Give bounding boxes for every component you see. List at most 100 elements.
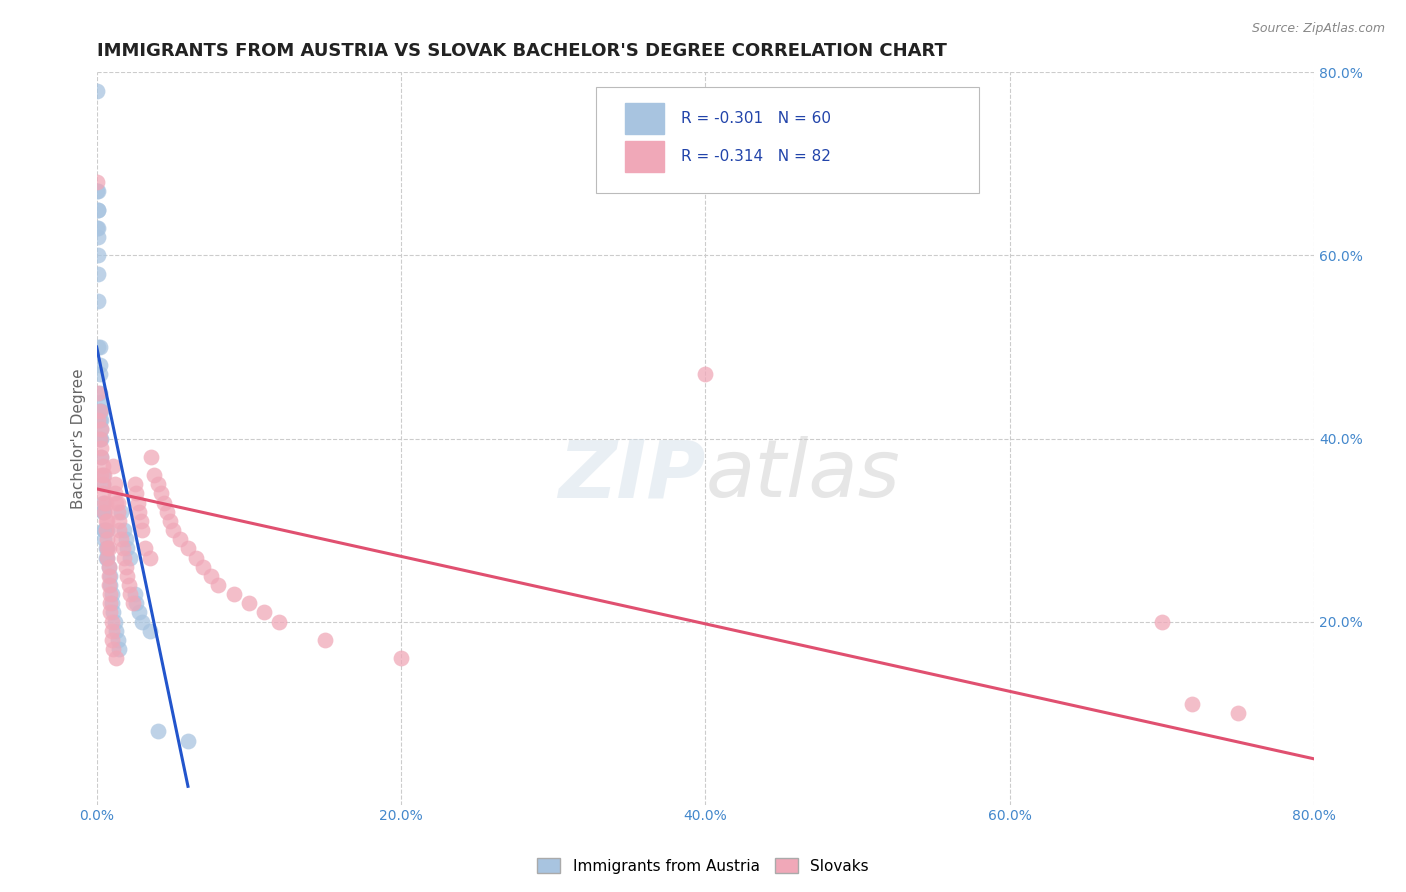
Point	[90, 422, 112, 436]
Point	[98, 569, 121, 583]
Point	[314, 632, 336, 647]
Point	[1150, 615, 1173, 629]
Point	[96, 550, 118, 565]
Point	[101, 632, 124, 647]
Point	[91, 477, 114, 491]
Point	[97, 559, 120, 574]
Point	[108, 514, 131, 528]
Point	[87, 413, 110, 427]
Point	[101, 587, 124, 601]
Point	[222, 587, 245, 601]
Point	[139, 550, 162, 565]
Point	[87, 267, 110, 281]
Point	[159, 514, 181, 528]
Point	[177, 541, 200, 556]
Point	[90, 422, 112, 436]
Point	[103, 458, 125, 473]
Point	[86, 84, 108, 98]
Point	[89, 413, 111, 427]
Text: IMMIGRANTS FROM AUSTRIA VS SLOVAK BACHELOR'S DEGREE CORRELATION CHART: IMMIGRANTS FROM AUSTRIA VS SLOVAK BACHEL…	[97, 42, 946, 60]
Point	[110, 505, 132, 519]
Text: R = -0.314   N = 82: R = -0.314 N = 82	[681, 149, 831, 164]
Point	[98, 587, 121, 601]
Y-axis label: Bachelor's Degree: Bachelor's Degree	[72, 368, 86, 508]
Point	[97, 578, 120, 592]
Point	[149, 486, 172, 500]
Point	[108, 523, 131, 537]
Point	[93, 523, 115, 537]
Legend: Immigrants from Austria, Slovaks: Immigrants from Austria, Slovaks	[531, 852, 875, 880]
Text: Source: ZipAtlas.com: Source: ZipAtlas.com	[1251, 22, 1385, 36]
Point	[141, 450, 163, 464]
Point	[89, 432, 111, 446]
Point	[94, 523, 117, 537]
Point	[103, 642, 125, 657]
Point	[131, 523, 153, 537]
Point	[86, 175, 108, 189]
Point	[86, 221, 108, 235]
Point	[91, 505, 114, 519]
Point	[207, 578, 229, 592]
Point	[89, 359, 111, 373]
Point	[107, 505, 129, 519]
Point	[97, 541, 120, 556]
Point	[87, 230, 110, 244]
Point	[101, 596, 124, 610]
Point	[114, 559, 136, 574]
Point	[87, 221, 110, 235]
Point	[108, 642, 131, 657]
Point	[94, 514, 117, 528]
Point	[152, 495, 174, 509]
Point	[87, 385, 110, 400]
Point	[128, 505, 150, 519]
Point	[86, 185, 108, 199]
Point	[169, 532, 191, 546]
Point	[89, 404, 111, 418]
Point	[114, 532, 136, 546]
Point	[120, 550, 142, 565]
Point	[96, 514, 118, 528]
Point	[695, 368, 717, 382]
FancyBboxPatch shape	[626, 141, 664, 172]
Point	[87, 294, 110, 309]
Point	[89, 368, 111, 382]
Point	[124, 587, 146, 601]
Point	[156, 505, 179, 519]
Point	[93, 523, 115, 537]
Point	[124, 477, 146, 491]
Text: R = -0.301   N = 60: R = -0.301 N = 60	[681, 112, 831, 126]
Point	[96, 541, 118, 556]
Point	[107, 495, 129, 509]
Point	[87, 248, 110, 262]
Point	[87, 340, 110, 354]
Point	[134, 541, 156, 556]
Point	[87, 185, 110, 199]
Point	[101, 615, 124, 629]
Point	[111, 541, 134, 556]
Point	[93, 505, 115, 519]
Point	[120, 587, 142, 601]
Point	[128, 606, 150, 620]
Point	[96, 523, 118, 537]
Point	[90, 395, 112, 409]
Point	[101, 624, 124, 638]
Point	[97, 569, 120, 583]
Point	[103, 606, 125, 620]
Point	[104, 615, 127, 629]
Point	[90, 441, 112, 455]
Point	[184, 550, 207, 565]
Point	[122, 596, 145, 610]
Point	[90, 404, 112, 418]
Point	[91, 477, 114, 491]
Point	[90, 413, 112, 427]
Point	[269, 615, 291, 629]
Point	[117, 578, 139, 592]
Point	[127, 495, 149, 509]
Point	[90, 432, 112, 446]
Point	[98, 606, 121, 620]
Point	[94, 495, 117, 509]
Text: atlas: atlas	[706, 436, 900, 514]
Point	[90, 450, 112, 464]
Point	[91, 486, 114, 500]
Point	[193, 559, 215, 574]
